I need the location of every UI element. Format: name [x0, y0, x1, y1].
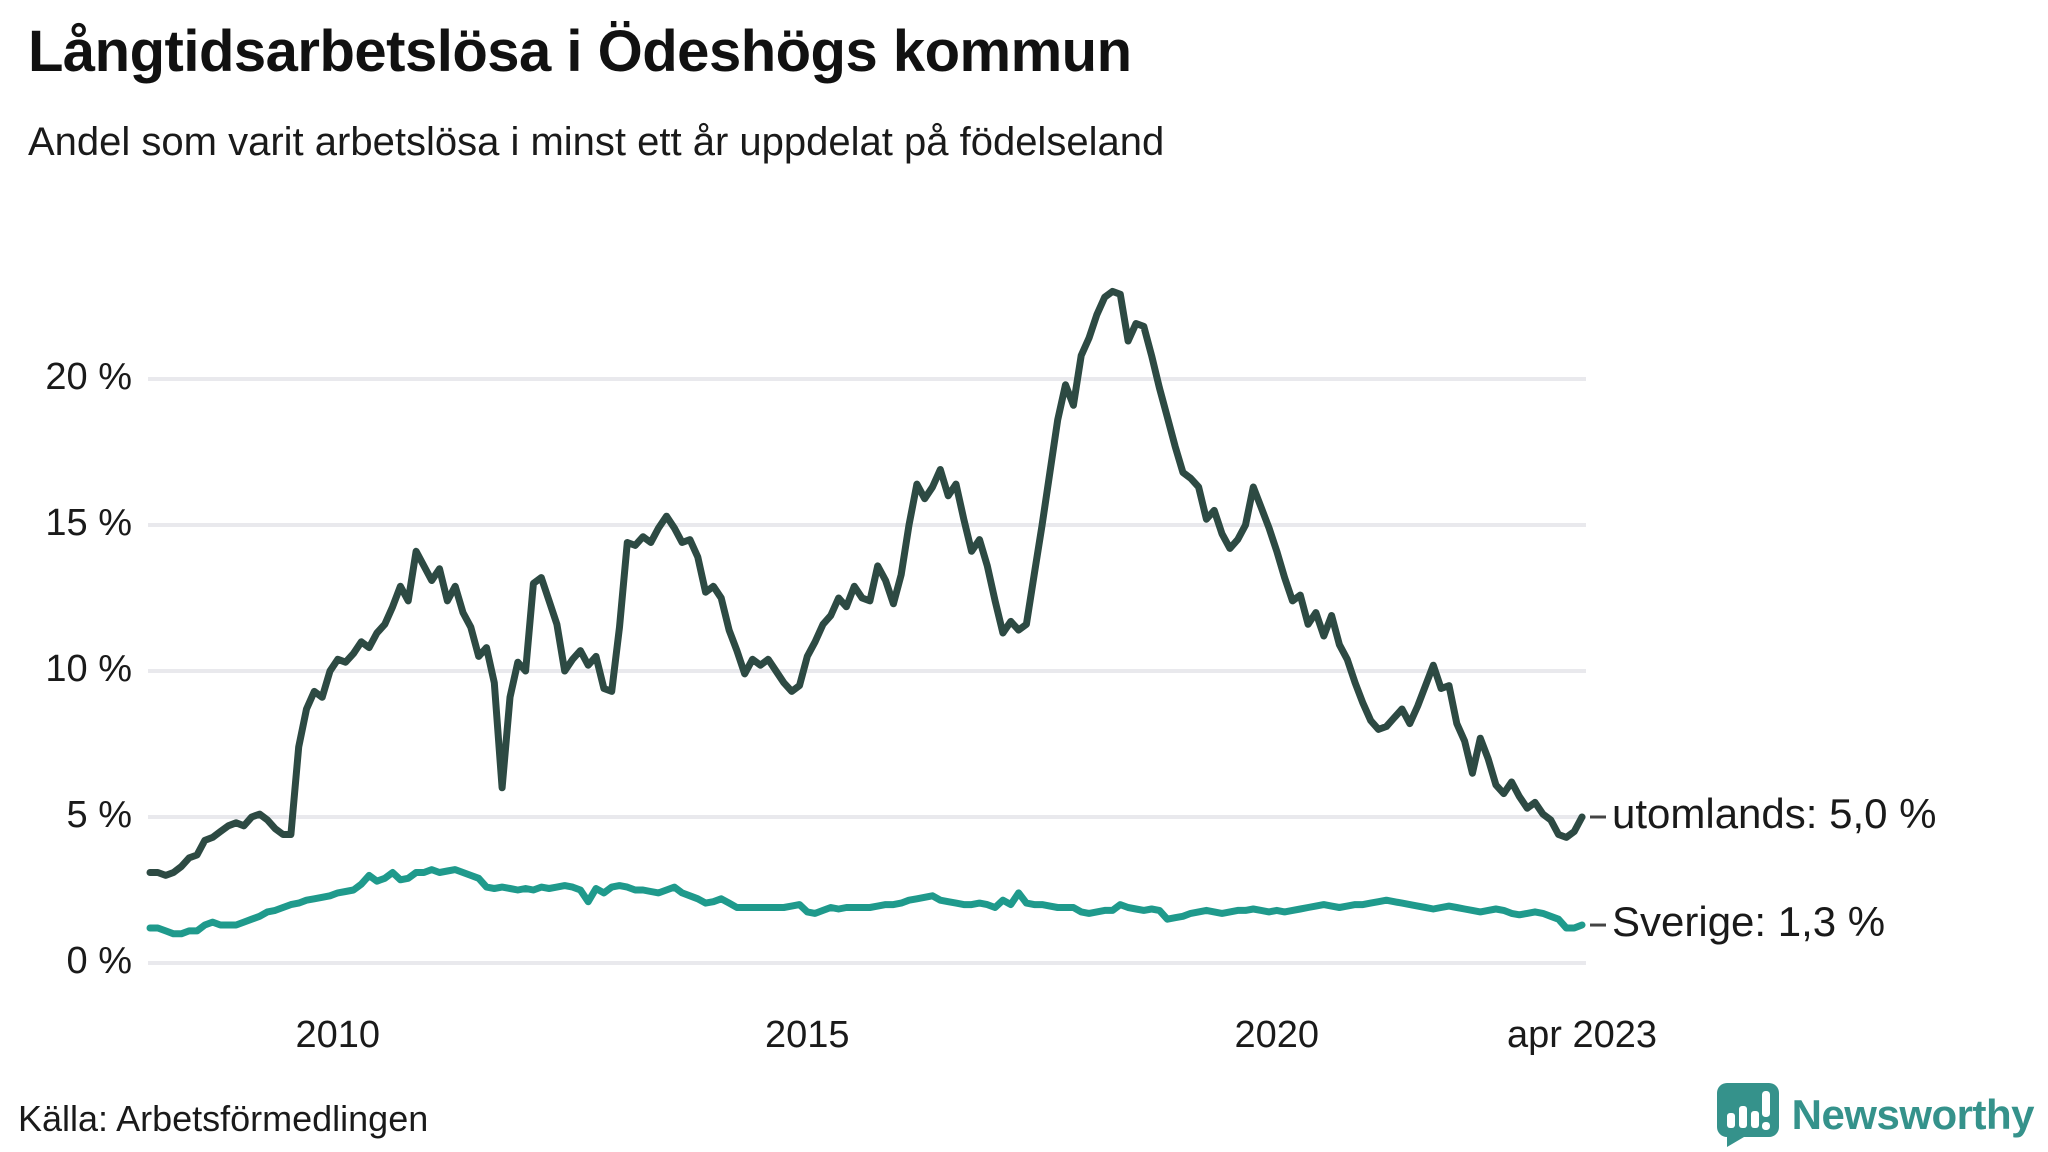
x-tick-label: 2020 [1234, 1014, 1320, 1056]
y-tick-label: 0 % [66, 940, 132, 982]
series-line-sverige [146, 866, 1586, 938]
y-tick-label: 15 % [45, 502, 132, 544]
x-tick-label: 2015 [765, 1014, 850, 1056]
chart-subtitle: Andel som varit arbetslösa i minst ett å… [28, 120, 1165, 164]
y-tick-label: 10 % [45, 648, 132, 690]
series-end-label-utomlands: utomlands: 5,0 % [1612, 790, 1937, 837]
newsworthy-logo-text: Newsworthy [1791, 1091, 2035, 1138]
source-note: Källa: Arbetsförmedlingen [18, 1098, 429, 1139]
y-tick-label: 20 % [45, 356, 132, 398]
y-tick-label: 5 % [66, 794, 132, 836]
series-end-label-sverige: Sverige: 1,3 % [1612, 898, 1886, 946]
newsworthy-logo-icon [1716, 1083, 1779, 1147]
x-tick-label: 2010 [295, 1014, 381, 1056]
series-line-utomlands [146, 287, 1586, 879]
chart-title: Långtidsarbetslösa i Ödeshögs kommun [28, 19, 1132, 84]
newsworthy-logo: Newsworthy [1716, 1082, 2035, 1148]
x-tick-label: apr 2023 [1506, 1014, 1657, 1056]
